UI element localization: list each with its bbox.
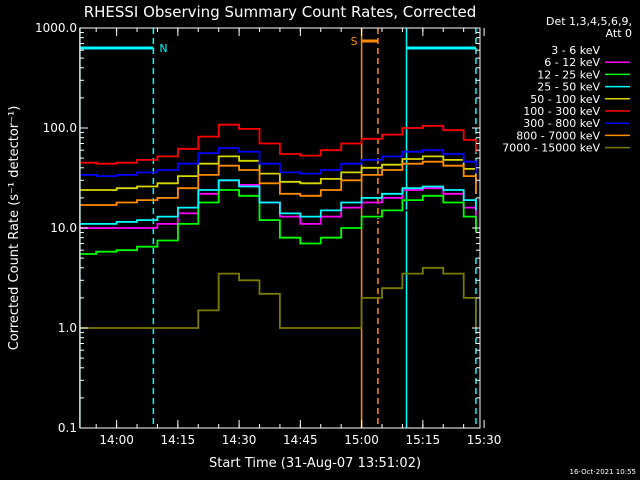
series-line — [79, 179, 477, 225]
series-line — [79, 160, 477, 206]
x-tick-label: 14:45 — [283, 433, 318, 447]
series-line — [79, 155, 477, 191]
y-axis: 0.1 1.0 10.0 100.0 1000.0 — [35, 21, 480, 435]
series-line — [79, 147, 477, 177]
y-tick-label: 10.0 — [50, 221, 77, 235]
x-tick-label: 14:30 — [222, 433, 257, 447]
legend-item-label: 6 - 12 keV — [544, 56, 600, 69]
legend-header-detectors: Det 1,3,4,5,6,9, — [546, 15, 632, 28]
series-line — [79, 266, 477, 329]
x-axis: 14:00 14:15 14:30 14:45 15:00 15:15 15:30 — [95, 28, 502, 447]
y-tick-label: 1.0 — [58, 321, 77, 335]
legend-item-label: 7000 - 15000 keV — [502, 142, 600, 155]
legend-item-label: 800 - 7000 keV — [516, 129, 600, 142]
x-tick-label: 15:00 — [344, 433, 379, 447]
chart-title: RHESSI Observing Summary Count Rates, Co… — [84, 3, 477, 21]
series-line — [79, 206, 477, 279]
legend-item-label: 50 - 100 keV — [530, 93, 600, 106]
legend-item-label: 300 - 800 keV — [523, 117, 600, 130]
y-tick-label: 0.1 — [58, 421, 77, 435]
y-tick-label: 1000.0 — [35, 21, 77, 35]
x-tick-label: 14:15 — [161, 433, 196, 447]
night-flag-label: N — [159, 42, 167, 55]
legend-header-attenuator: Att 0 — [606, 27, 632, 40]
timestamp: 16-Oct-2021 10:55 — [570, 468, 636, 476]
y-axis-label: Corrected Count Rate (s⁻¹ detector⁻¹) — [7, 106, 22, 351]
legend-item-label: 12 - 25 keV — [537, 68, 600, 81]
x-tick-label: 15:15 — [406, 433, 441, 447]
x-tick-label: 14:00 — [99, 433, 134, 447]
legend-item-label: 25 - 50 keV — [537, 81, 600, 94]
legend-item-label: 100 - 300 keV — [523, 105, 600, 118]
x-tick-label: 15:30 — [467, 433, 502, 447]
saa-flag-label: S — [351, 35, 358, 48]
y-tick-label: 100.0 — [43, 121, 77, 135]
x-axis-label: Start Time (31-Aug-07 13:51:02) — [209, 456, 421, 471]
legend-item-label: 3 - 6 keV — [551, 44, 600, 57]
series-line — [79, 189, 477, 255]
series-line — [79, 123, 477, 165]
series-layer — [79, 123, 477, 329]
